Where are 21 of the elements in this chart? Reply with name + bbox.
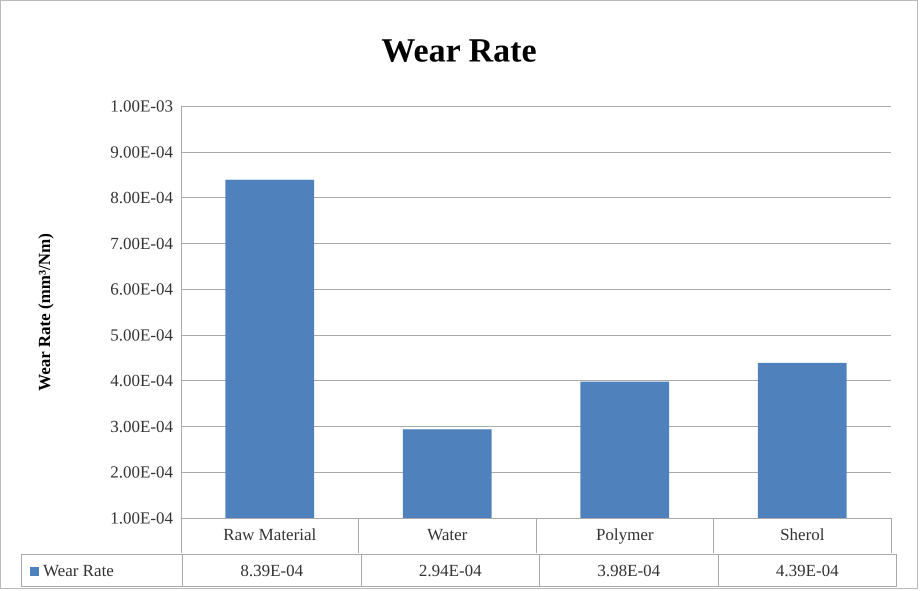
y-tick-label: 6.00E-04 — [110, 280, 174, 299]
x-tick-label: Water — [427, 525, 468, 544]
x-tick-label: Raw Material — [223, 525, 317, 544]
y-tick-label: 2.00E-04 — [110, 462, 174, 482]
y-tick-label: 1.00E-03 — [110, 96, 173, 116]
x-tick-label: Sherol — [780, 525, 825, 544]
y-tick-label: 7.00E-04 — [110, 234, 174, 253]
data-label: 4.39E-04 — [718, 554, 896, 586]
y-tick-label: 1.00E-04 — [110, 508, 174, 528]
y-tick-label: 3.00E-04 — [110, 416, 174, 436]
data-label: 8.39E-04 — [182, 554, 361, 586]
y-tick-label: 5.00E-04 — [110, 325, 174, 344]
y-tick-label: 4.00E-04 — [110, 371, 174, 390]
y-tick-label: 9.00E-04 — [110, 142, 174, 162]
x-tick-label: Polymer — [596, 525, 654, 544]
chart-title: Wear Rate — [381, 32, 537, 70]
data-label: 2.94E-04 — [361, 554, 540, 586]
legend-label: Wear Rate — [22, 554, 182, 586]
y-tick-label: 8.00E-04 — [110, 188, 174, 208]
y-axis-title: Wear Rate (mm³/Nm) — [35, 233, 54, 391]
data-label: 3.98E-04 — [540, 554, 718, 586]
